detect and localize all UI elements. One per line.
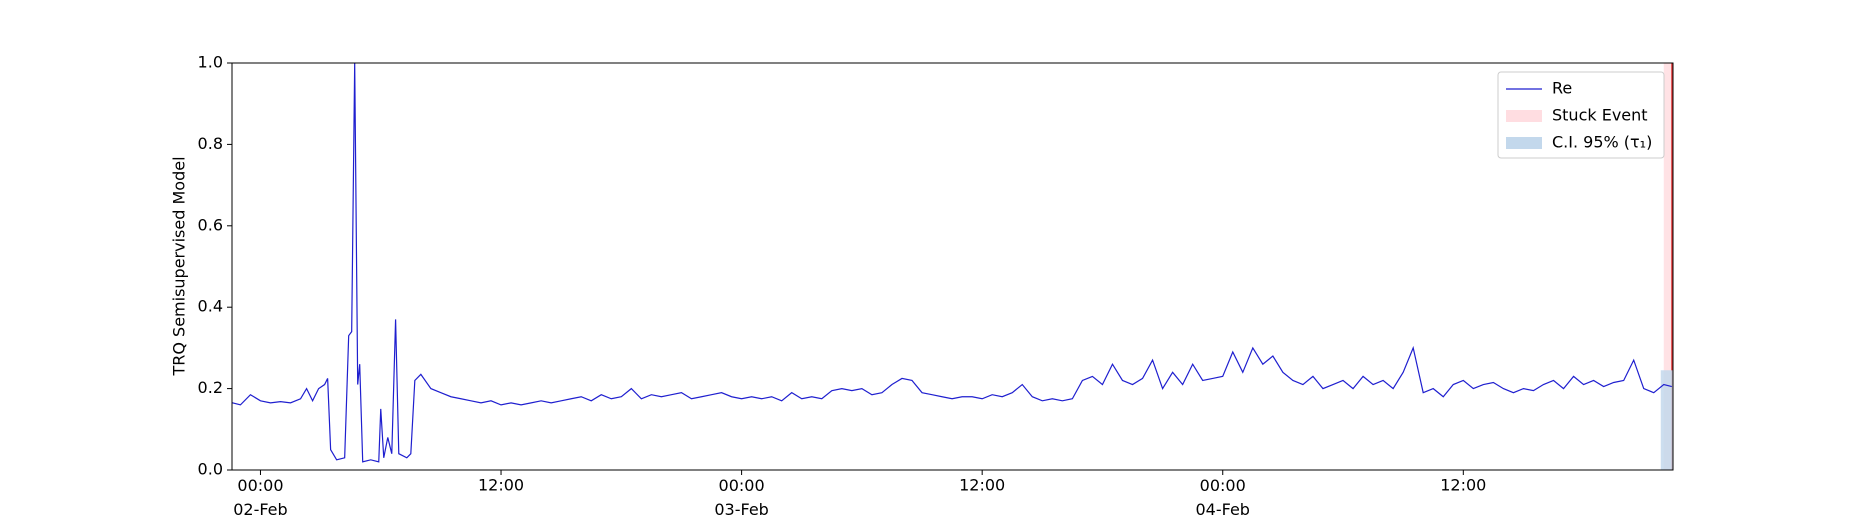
legend-label: C.I. 95% (τ₁) bbox=[1552, 133, 1652, 152]
legend-patch bbox=[1506, 137, 1542, 149]
y-tick-label: 0.4 bbox=[198, 297, 223, 316]
shaded-region bbox=[1660, 370, 1673, 470]
x-tick-label: 00:00 03-Feb bbox=[714, 476, 768, 519]
x-tick-label: 12:00 bbox=[959, 476, 1005, 495]
shaded-region bbox=[1663, 63, 1673, 470]
y-tick-label: 0.0 bbox=[198, 460, 223, 479]
x-tick-label: 00:00 04-Feb bbox=[1196, 476, 1250, 519]
line bbox=[232, 62, 1672, 463]
legend-patch bbox=[1506, 110, 1542, 122]
legend-box bbox=[1497, 71, 1665, 159]
y-axis-label: TRQ Semisupervised Model bbox=[170, 156, 189, 376]
legend-label: Re bbox=[1552, 79, 1572, 98]
x-tick-label: 12:00 bbox=[478, 476, 524, 495]
x-tick-label: 12:00 bbox=[1440, 476, 1486, 495]
y-tick-label: 1.0 bbox=[198, 53, 223, 72]
legend-label: Stuck Event bbox=[1552, 106, 1648, 125]
y-tick-label: 0.8 bbox=[198, 134, 223, 153]
y-tick-label: 0.6 bbox=[198, 215, 223, 234]
axes-frame bbox=[231, 62, 1674, 471]
y-tick-label: 0.2 bbox=[198, 378, 223, 397]
